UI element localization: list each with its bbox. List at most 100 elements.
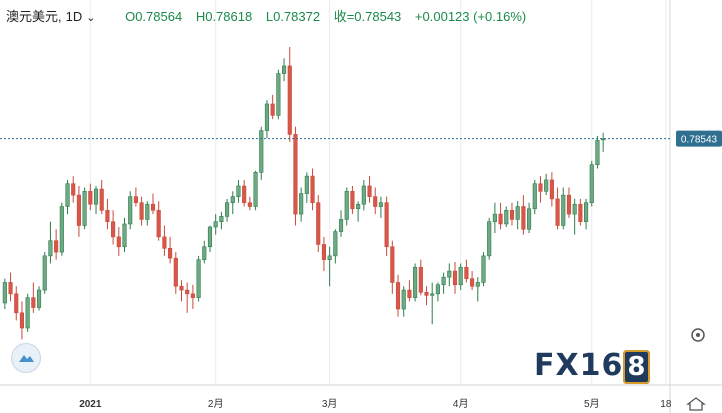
candle-body-7 xyxy=(42,255,47,291)
x-tick-label-4: 5月 xyxy=(584,398,600,410)
candle-body-96 xyxy=(549,179,554,200)
candle-body-93 xyxy=(532,183,537,210)
candle-body-5 xyxy=(31,297,36,308)
cloud-icon[interactable] xyxy=(11,343,41,373)
candle-body-4 xyxy=(25,297,30,329)
candle-body-67 xyxy=(384,202,389,248)
candle-body-89 xyxy=(509,209,515,220)
candle-body-95 xyxy=(544,179,549,192)
candle-body-86 xyxy=(492,213,497,222)
symbol-name[interactable]: 澳元美元, xyxy=(6,9,62,24)
home-icon[interactable] xyxy=(686,396,706,412)
candle-body-56 xyxy=(321,244,327,260)
candle-body-105 xyxy=(601,138,606,141)
candle-body-83 xyxy=(475,282,480,287)
ohlc-header: 澳元美元, 1D ⌄ O0.78564 H0.78618 L0.78372 收=0.… xyxy=(6,6,536,25)
high-value: H0.78618 xyxy=(195,9,253,24)
candle-body-85 xyxy=(487,221,492,257)
candle-body-81 xyxy=(464,266,469,279)
candle-body-88 xyxy=(504,209,509,225)
x-tick-label-1: 2月 xyxy=(208,398,224,410)
candle-body-80 xyxy=(458,266,463,286)
candle-body-39 xyxy=(225,202,230,217)
candle-body-28 xyxy=(162,236,167,249)
candle-body-10 xyxy=(59,206,64,253)
candle-body-103 xyxy=(589,164,594,204)
candle-body-84 xyxy=(481,255,486,283)
x-axis: 2021 2月 3月 4月 5月 18 xyxy=(79,398,672,410)
candle-body-47 xyxy=(270,103,275,116)
candle-body-44 xyxy=(253,172,258,207)
candle-body-17 xyxy=(99,188,104,211)
candle-body-19 xyxy=(111,221,116,238)
candle-body-45 xyxy=(259,130,264,173)
current-price-tag xyxy=(676,130,722,147)
x-tick-label-3: 4月 xyxy=(453,398,469,410)
candle-body-2 xyxy=(14,293,19,314)
candle-body-55 xyxy=(316,202,321,245)
chevron-down-icon[interactable]: ⌄ xyxy=(86,12,96,24)
candle-body-102 xyxy=(583,202,589,222)
candle-body-104 xyxy=(595,140,600,166)
candle-body-63 xyxy=(361,185,366,205)
x-tick-label-0: 2021 xyxy=(79,399,102,410)
candle-body-11 xyxy=(65,183,70,207)
candle-body-21 xyxy=(122,223,127,248)
candle-body-6 xyxy=(36,289,42,308)
open-value: O0.78564 xyxy=(125,9,183,24)
candles xyxy=(2,46,606,340)
candle-body-15 xyxy=(88,191,93,205)
candle-body-3 xyxy=(19,312,25,329)
candle-body-98 xyxy=(561,194,566,226)
candle-body-0 xyxy=(2,282,7,304)
candle-body-82 xyxy=(470,278,475,287)
low-value: L0.78372 xyxy=(265,9,321,24)
candle-body-40 xyxy=(230,196,235,204)
logo-main-text: FX16 xyxy=(534,348,624,383)
candle-body-57 xyxy=(327,255,332,260)
candle-body-13 xyxy=(76,194,81,226)
candle-body-60 xyxy=(344,191,349,220)
candle-body-74 xyxy=(424,292,429,296)
candle-body-71 xyxy=(407,289,412,298)
candle-body-51 xyxy=(293,134,298,215)
candle-body-36 xyxy=(207,226,213,248)
candle-body-14 xyxy=(82,191,87,226)
candle-body-35 xyxy=(202,246,207,260)
interval-label[interactable]: 1D xyxy=(65,9,83,24)
candle-body-34 xyxy=(196,259,201,298)
candle-body-54 xyxy=(310,175,315,204)
candle-body-97 xyxy=(555,198,560,226)
candle-body-59 xyxy=(338,219,344,232)
candle-body-65 xyxy=(373,196,378,207)
candle-body-75 xyxy=(430,293,435,296)
candle-body-72 xyxy=(413,266,418,298)
candle-body-9 xyxy=(54,240,59,253)
change-value: +0.00123 (+0.16%) xyxy=(414,9,527,24)
watermark-logo: FX16 8 xyxy=(534,348,651,384)
candle-body-16 xyxy=(93,188,99,205)
candle-body-37 xyxy=(213,221,218,228)
x-tick-label-2: 3月 xyxy=(322,398,338,410)
candle-body-78 xyxy=(447,270,452,278)
candle-body-53 xyxy=(304,175,309,194)
close-value: 收=0.78543 xyxy=(333,9,402,24)
logo-highlight-text: 8 xyxy=(623,350,651,384)
candle-body-79 xyxy=(452,270,458,286)
candle-body-76 xyxy=(435,284,440,295)
settings-gear-icon[interactable] xyxy=(686,323,710,347)
candle-body-101 xyxy=(578,203,583,222)
candle-body-77 xyxy=(441,276,446,286)
candle-body-70 xyxy=(401,289,406,310)
candle-body-99 xyxy=(566,194,572,215)
candle-body-23 xyxy=(133,196,138,204)
candle-body-68 xyxy=(390,246,395,283)
candle-body-8 xyxy=(48,240,53,257)
candle-body-26 xyxy=(150,203,156,211)
candle-body-87 xyxy=(498,213,503,225)
candle-body-69 xyxy=(395,282,401,310)
candle-body-46 xyxy=(264,103,270,131)
candle-body-66 xyxy=(378,202,383,207)
